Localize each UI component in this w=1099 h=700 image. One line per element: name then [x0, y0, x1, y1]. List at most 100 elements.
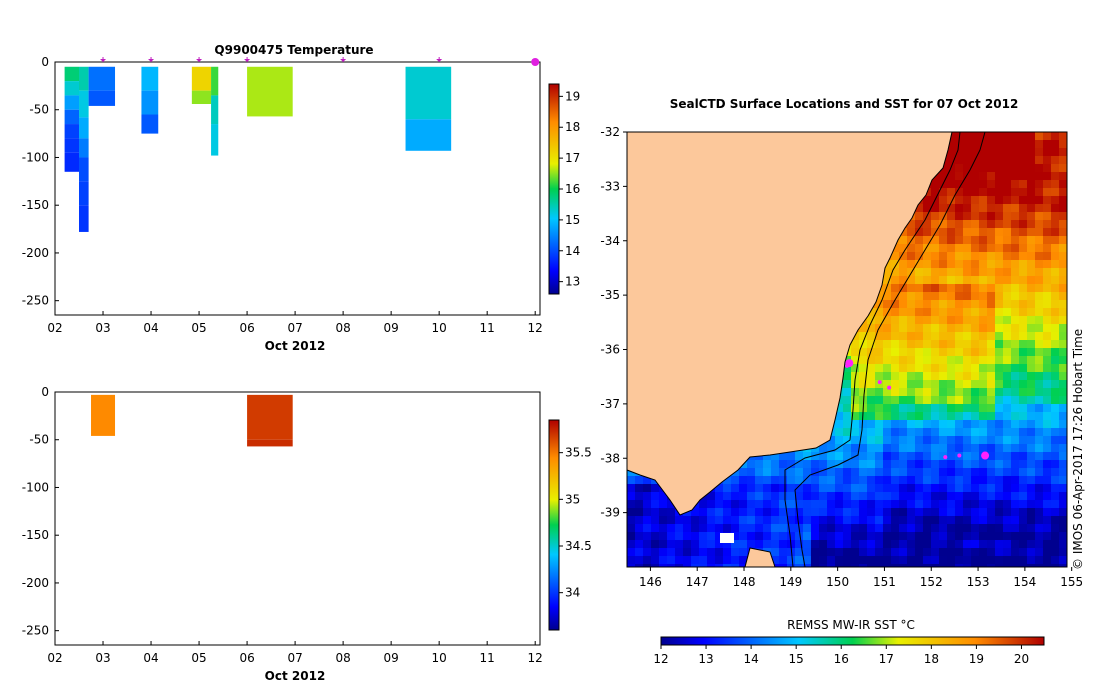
sst-cell [923, 308, 931, 316]
sst-cell [1051, 516, 1059, 524]
sst-cell [747, 524, 755, 532]
sst-cell [1027, 436, 1035, 444]
sst-cell [955, 236, 963, 244]
sst-cell [1003, 308, 1011, 316]
sst-cell [635, 532, 643, 540]
sst-cell [1019, 236, 1027, 244]
sst-cell [835, 492, 843, 500]
sst-cell [995, 340, 1003, 348]
map-lon-ticks: 146 147 148 149 150 151 152 153 154 155 [639, 567, 1083, 589]
sst-cell [779, 548, 787, 556]
sst-cell [915, 404, 923, 412]
sst-cell [843, 556, 851, 564]
sst-cell [851, 540, 859, 548]
sst-cell [795, 508, 803, 516]
sst-cell [1011, 164, 1019, 172]
sst-cell [731, 484, 739, 492]
sst-cell [1019, 132, 1027, 140]
sst-cell [1011, 364, 1019, 372]
sst-cell [1059, 164, 1067, 172]
sst-cell [1027, 508, 1035, 516]
sst-cell [795, 468, 803, 476]
sst-cell [995, 372, 1003, 380]
sst-cell [963, 140, 971, 148]
sst-colorbar-tick-label: 16 [834, 652, 849, 666]
sst-cell [955, 372, 963, 380]
sst-cell [1011, 180, 1019, 188]
sst-cell [851, 412, 859, 420]
sst-cell [971, 236, 979, 244]
sst-cell [1011, 476, 1019, 484]
sst-cell [891, 284, 899, 292]
sst-cell [915, 396, 923, 404]
sst-cell [707, 540, 715, 548]
sst-cell [683, 516, 691, 524]
sst-cell [891, 476, 899, 484]
sst-cell [1011, 284, 1019, 292]
sst-cell [891, 468, 899, 476]
sst-cell [923, 372, 931, 380]
sst-cell [819, 452, 827, 460]
sst-cell [1051, 564, 1059, 567]
sst-cell [691, 508, 699, 516]
sst-cell [875, 516, 883, 524]
sst-cell [787, 452, 795, 460]
sst-cell [963, 316, 971, 324]
sst-cell [1003, 452, 1011, 460]
sst-cell [1051, 276, 1059, 284]
sst-cell [899, 412, 907, 420]
sst-cell [1051, 340, 1059, 348]
sst-cell [955, 260, 963, 268]
sst-cell [795, 452, 803, 460]
sst-cell [715, 484, 723, 492]
sst-cell [747, 492, 755, 500]
sst-cell [923, 516, 931, 524]
sst-cell [995, 228, 1003, 236]
sst-cell [987, 324, 995, 332]
sst-cell [931, 220, 939, 228]
sst-cell [1035, 316, 1043, 324]
sst-cell [939, 428, 947, 436]
sst-cell [907, 436, 915, 444]
sst-cell [979, 404, 987, 412]
sst-cell [739, 532, 747, 540]
sst-cell [907, 316, 915, 324]
sst-cell [907, 348, 915, 356]
sst-cell [1003, 404, 1011, 412]
sst-cell [1003, 292, 1011, 300]
profile-1-layer-1 [79, 90, 89, 118]
sst-cell [955, 524, 963, 532]
sst-cell [1035, 292, 1043, 300]
profile-0-layer-0 [64, 66, 80, 82]
sst-cell [875, 444, 883, 452]
sst-cell [987, 444, 995, 452]
sst-cell [1035, 492, 1043, 500]
sst-cell [859, 556, 867, 564]
sst-cell [875, 532, 883, 540]
sst-cell [907, 412, 915, 420]
sst-cell [955, 316, 963, 324]
sst-cell [1003, 220, 1011, 228]
sst-cell [859, 364, 867, 372]
sst-cell [1011, 412, 1019, 420]
sst-cell [979, 236, 987, 244]
sst-cell [907, 540, 915, 548]
sst-cell [659, 500, 667, 508]
sst-cell [1027, 308, 1035, 316]
sst-cell [851, 460, 859, 468]
sst-cell [939, 388, 947, 396]
sst-cell [979, 348, 987, 356]
sst-cell [691, 556, 699, 564]
sst-cell [859, 540, 867, 548]
y-tick-label: -200 [22, 576, 49, 590]
lon-tick-label: 149 [779, 575, 802, 589]
sst-cell [1035, 460, 1043, 468]
sst-cell [995, 196, 1003, 204]
sst-cell [907, 324, 915, 332]
sst-cell [803, 548, 811, 556]
sst-cell [963, 156, 971, 164]
sst-cell [811, 492, 819, 500]
sst-cell [771, 468, 779, 476]
sst-cell [1051, 500, 1059, 508]
sst-cell [955, 556, 963, 564]
